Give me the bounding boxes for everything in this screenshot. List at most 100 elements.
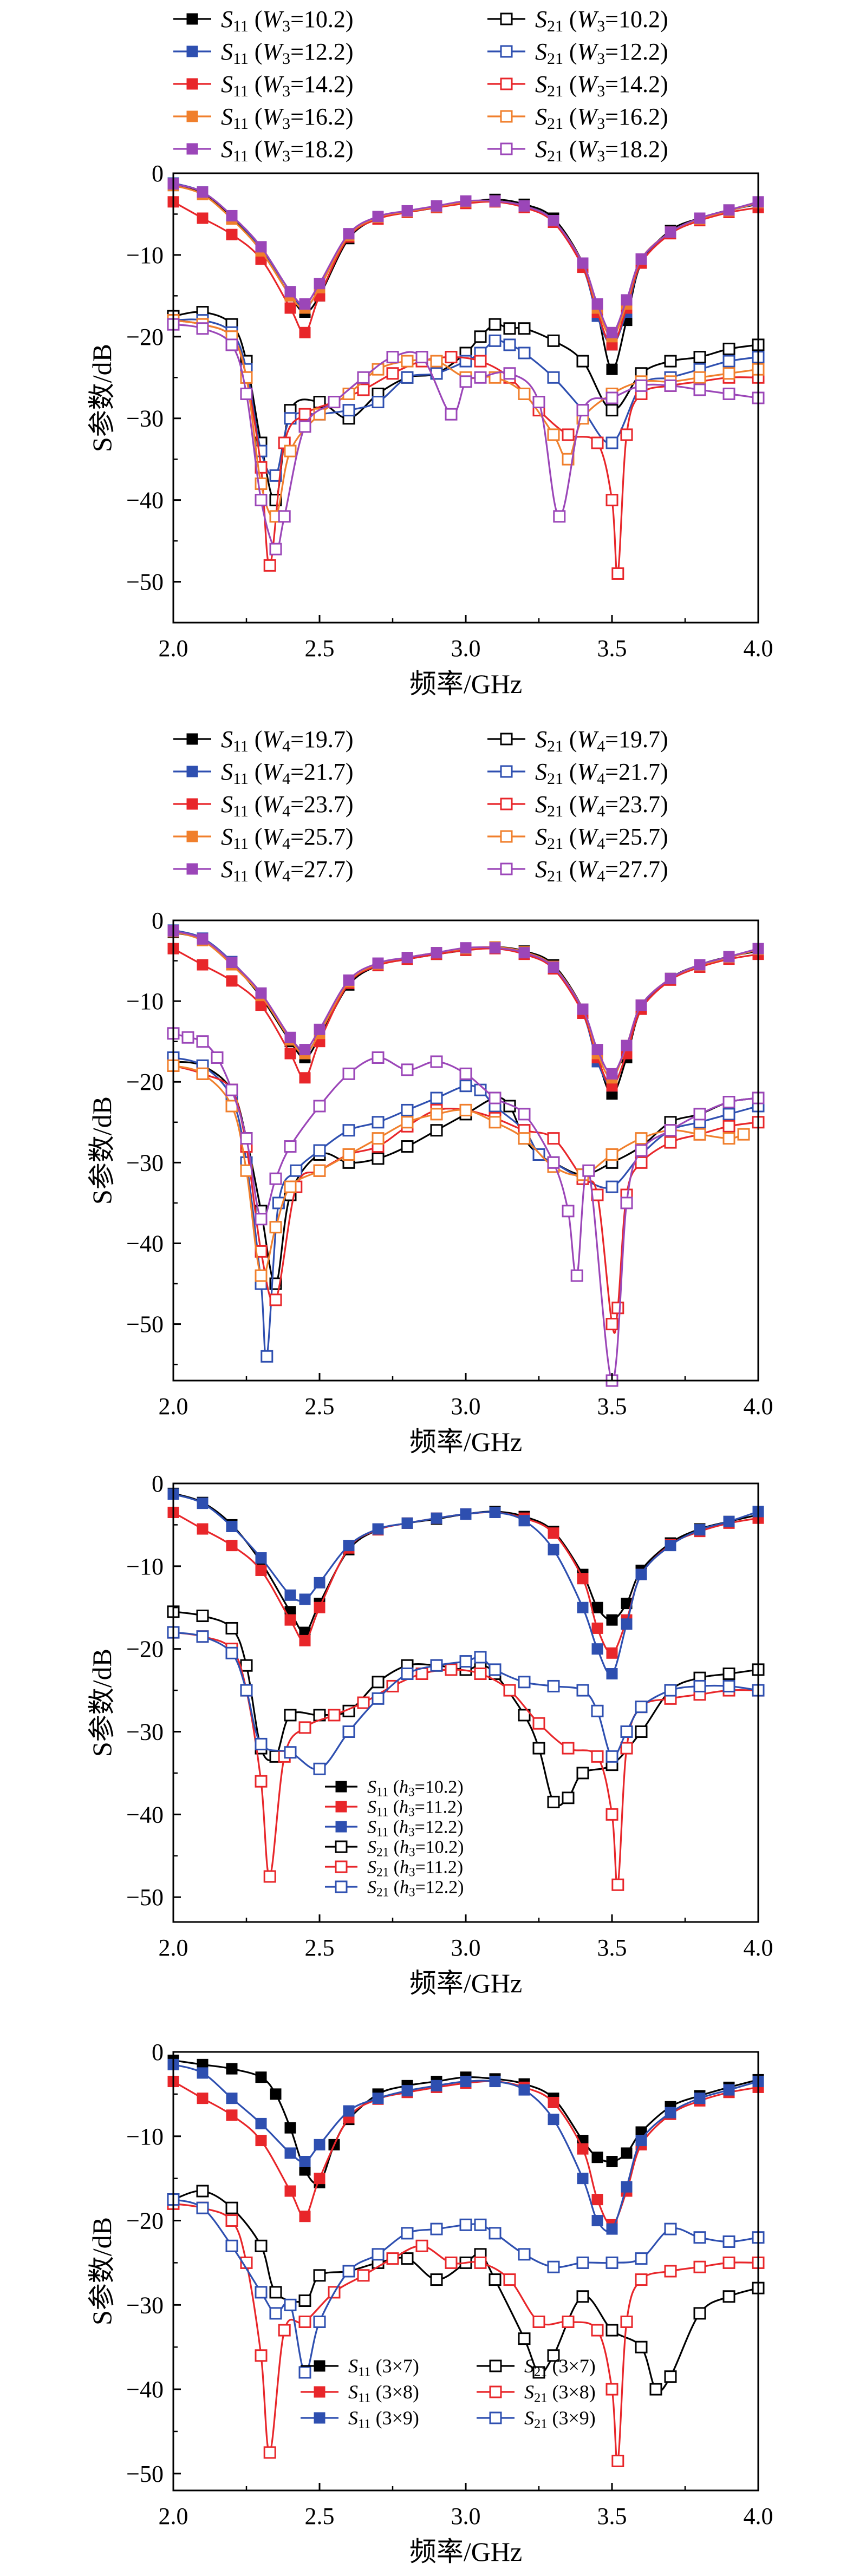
data-point [518,1709,531,1722]
x-tick-label: 2.0 [159,1934,188,1961]
data-point [255,241,267,253]
data-point [372,1152,385,1165]
legend-kind-subscript: 11 [376,1826,388,1840]
data-point [430,355,443,368]
data-point [489,2411,502,2424]
data-point [226,1520,238,1532]
series-line [173,200,759,346]
legend-label: S11 (h3=10.2) [367,1777,464,1800]
data-point [532,2315,545,2328]
data-point [430,1124,443,1137]
legend-param: W [262,103,284,130]
legend-param-value: =14.2) [605,71,668,97]
x-tick-label: 4.0 [744,1393,773,1420]
legend-entry: S11 (W4=25.7) [173,823,354,853]
data-point [489,2227,502,2240]
x-axis-label: 频率/GHz [409,1427,522,1457]
y-axis-label: S参数/dB [87,1096,117,1205]
data-point [342,1124,355,1137]
data-point [489,2076,501,2088]
legend-param-subscript: 3 [409,1886,415,1900]
data-point [313,1762,326,1775]
data-point [225,2201,238,2214]
y-tick-label: −10 [126,242,164,269]
data-point [635,1132,648,1145]
data-point [186,13,198,25]
data-point [226,957,238,969]
legend-kind-symbol: S [367,1777,376,1797]
legend-param: h [400,1838,409,1858]
series-s21-5 [167,2197,765,2467]
data-point [605,404,618,417]
chart-panel-1: 2.0 2.5 3.0 3.5 4.0 0 −10 −20 −30 −40 −50 频率/GHz S参数… [87,6,773,699]
legend-entry: S11 (3×7) [301,2355,419,2379]
legend-kind-symbol: S [221,823,233,850]
data-point [547,1156,560,1169]
y-tick-label: −50 [126,569,164,596]
data-point [489,1506,501,1518]
legend-label: S21 (W3=12.2) [535,38,668,68]
legend-param-value: =25.7) [605,823,668,850]
series-s11-3 [167,196,764,351]
legend-kind-symbol: S [535,726,547,753]
legend-kind-symbol: S [535,136,547,162]
data-point [665,2107,676,2119]
legend-paren: ( [388,1777,399,1797]
legend-label: S11 (W4=23.7) [221,791,354,820]
data-point [343,974,355,986]
legend-paren: ( [547,2381,558,2403]
data-point [576,404,589,417]
data-point [261,1350,274,1363]
legend-param-value: =27.7) [605,856,668,882]
legend-entry: S21 (3×7) [477,2355,596,2379]
data-point [547,371,560,384]
data-point [401,1063,414,1076]
data-point [430,2222,443,2235]
data-point [386,367,399,380]
legend-kind-symbol: S [535,856,547,882]
x-axis-label: 频率/GHz [409,1968,522,1998]
legend-kind-symbol: S [524,2381,534,2403]
data-point [225,1622,238,1634]
legend-param-value: 3×8) [558,2381,595,2403]
legend-param-value: =12.2) [415,1817,464,1838]
data-point [605,2324,618,2337]
data-point [255,2239,268,2252]
data-point [226,210,238,221]
data-point [299,1634,311,1646]
legend-entry: S11 (h3=12.2) [325,1817,464,1840]
legend-label: S21 (h3=12.2) [367,1878,464,1900]
x-tick-label: 2.0 [159,2503,188,2529]
legend-kind-subscript: 21 [547,115,563,133]
data-point [186,831,198,842]
legend-paren: ( [249,759,263,785]
data-point [635,2252,648,2265]
series-line [173,2202,759,2463]
data-point [620,428,633,441]
x-tick-label: 4.0 [744,635,773,662]
legend-param: W [262,136,284,162]
data-point [548,2096,559,2108]
data-point [459,1655,472,1668]
data-point [503,322,516,335]
data-point [269,1221,282,1234]
y-tick-label: 0 [152,1470,164,1497]
data-point [635,999,647,1011]
legend-entry: S11 (W3=14.2) [173,71,354,100]
data-point [372,1051,385,1064]
legend-param-value: =16.2) [290,103,353,130]
legend-kind-symbol: S [535,6,547,32]
legend-kind-subscript: 21 [534,2365,547,2379]
legend-param: W [577,791,599,818]
data-point [342,1725,355,1738]
data-point [197,212,209,224]
legend-entry: S21 (W3=18.2) [487,136,668,165]
data-point [255,2286,268,2299]
x-tick-label: 3.0 [451,1934,481,1961]
legend-entry: S11 (W3=18.2) [173,136,354,165]
data-point [342,1148,355,1161]
data-point [620,2315,633,2328]
data-point [186,863,198,875]
data-point [664,2370,677,2383]
